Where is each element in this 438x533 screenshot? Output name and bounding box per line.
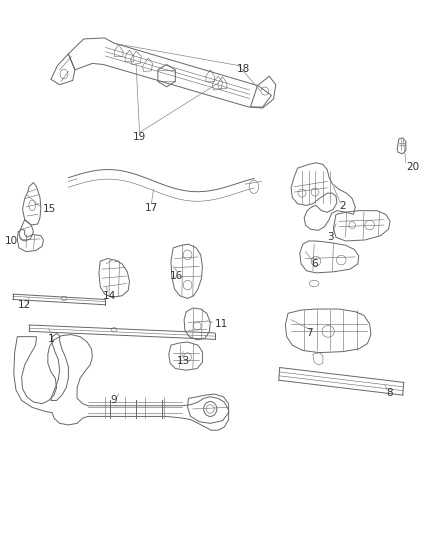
Text: 17: 17	[145, 203, 158, 213]
Text: 12: 12	[18, 300, 32, 310]
Text: 16: 16	[170, 271, 183, 280]
Text: 8: 8	[386, 388, 392, 398]
Text: 10: 10	[5, 236, 18, 246]
Text: 15: 15	[42, 204, 56, 214]
Text: 2: 2	[339, 201, 346, 211]
Text: 9: 9	[110, 395, 117, 406]
Text: 3: 3	[328, 232, 334, 243]
Text: 1: 1	[48, 334, 54, 344]
Text: 7: 7	[307, 328, 313, 338]
Text: 18: 18	[237, 64, 250, 74]
Text: 14: 14	[102, 291, 116, 301]
Text: 13: 13	[177, 356, 190, 366]
Text: 20: 20	[407, 161, 420, 172]
Text: 6: 6	[311, 259, 318, 269]
Text: 11: 11	[215, 319, 228, 329]
Text: 19: 19	[133, 132, 146, 142]
